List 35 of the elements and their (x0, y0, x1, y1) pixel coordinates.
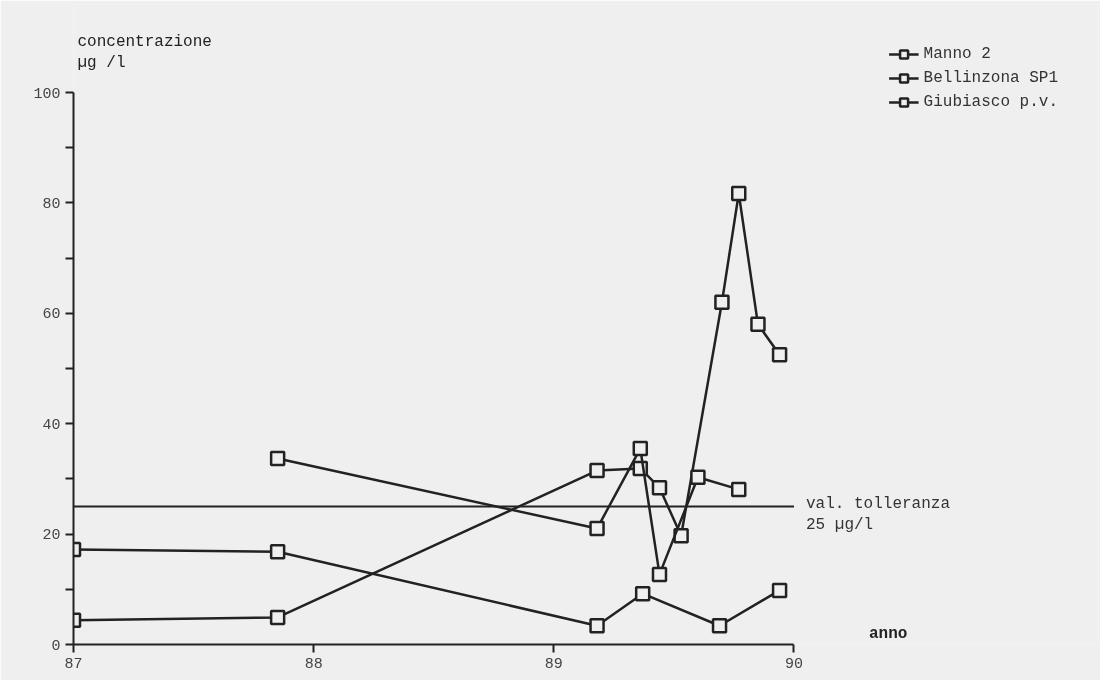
x-tick-label: 88 (304, 655, 323, 673)
point (634, 585, 651, 602)
point (589, 617, 605, 634)
point (632, 440, 649, 457)
x-tick-label: 87 (64, 655, 83, 673)
y-tick-label: 60 (42, 306, 61, 324)
point (673, 528, 689, 544)
point (731, 185, 747, 202)
y-tick-label: 20 (42, 527, 61, 545)
point (714, 294, 730, 311)
y-tick-label: 80 (42, 195, 61, 213)
y-tick-label: 0 (51, 637, 61, 655)
point (690, 469, 706, 485)
point (771, 346, 788, 363)
x-tick-label: 90 (784, 655, 803, 673)
legend-label: Manno 2 (923, 45, 991, 63)
x-axis-title: anno (868, 624, 908, 643)
point (269, 450, 286, 467)
point (711, 617, 728, 634)
y-tick-label: 100 (33, 85, 61, 103)
point (771, 582, 788, 599)
ref-line-label: val. tolleranza 25 µg/l (805, 494, 951, 535)
y-tick-label: 40 (42, 416, 61, 434)
point (269, 609, 286, 626)
x-tick-label: 89 (544, 655, 563, 673)
point (651, 566, 668, 583)
point (750, 316, 766, 333)
point (731, 481, 747, 498)
point (651, 479, 668, 496)
point (269, 544, 286, 560)
point (589, 462, 605, 479)
y-axis-title: concentrazione µg /l (77, 32, 212, 73)
legend-label: Giubiasco p.v. (923, 93, 1058, 111)
legend-label: Bellinzona SP1 (923, 69, 1058, 87)
point (589, 520, 605, 537)
